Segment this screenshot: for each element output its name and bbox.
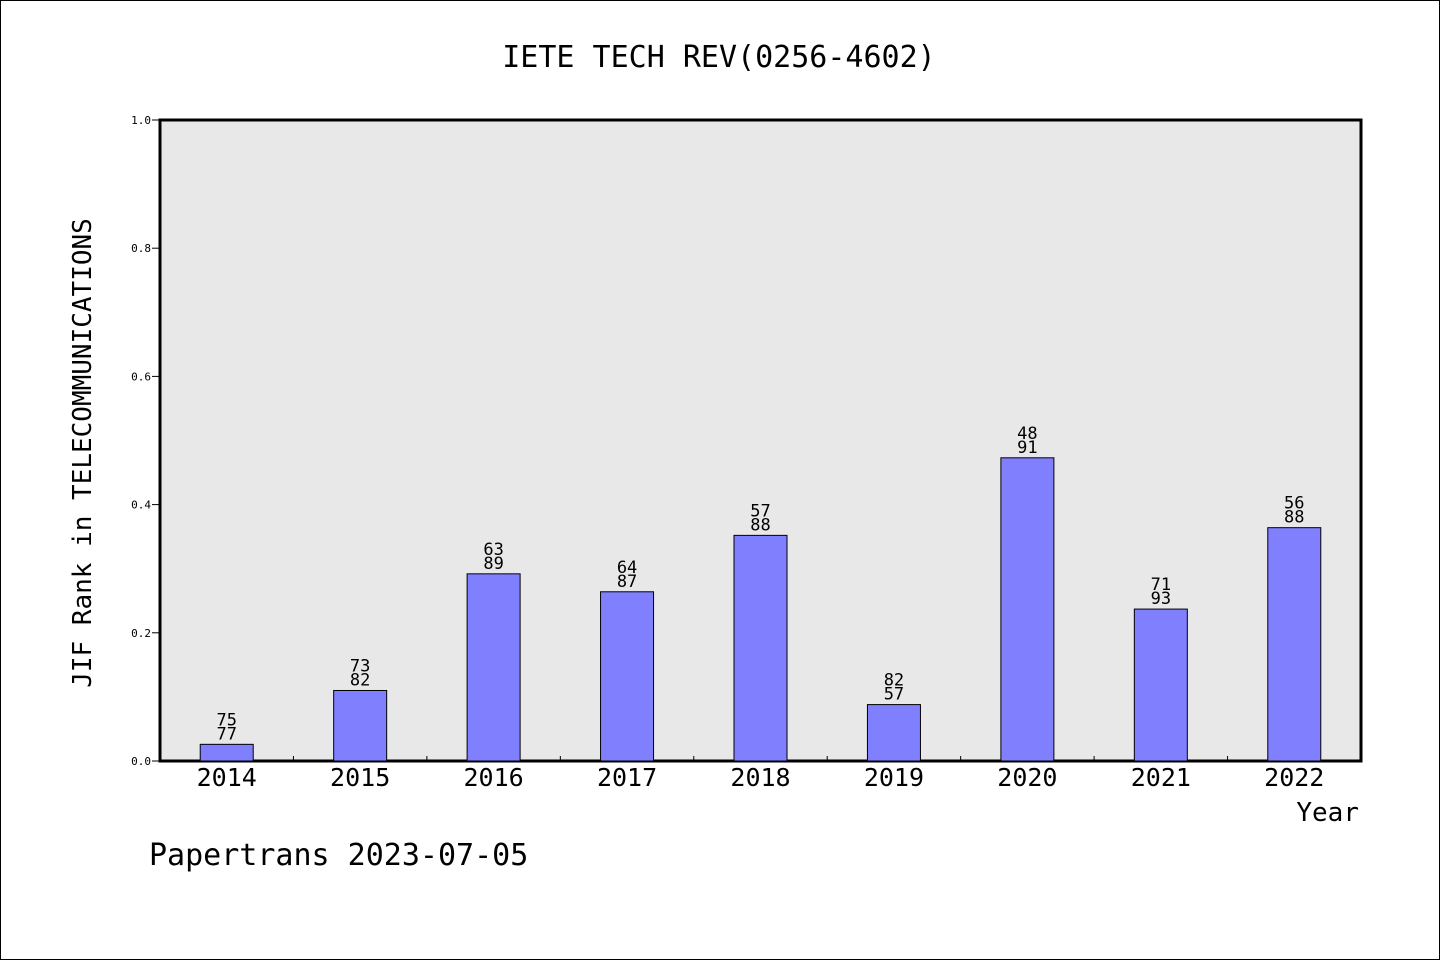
x-tick-label: 2021 bbox=[1131, 763, 1191, 792]
bar-total-label: 93 bbox=[1151, 589, 1171, 609]
bar-total-label: 77 bbox=[216, 724, 236, 744]
bar-2014 bbox=[199, 743, 254, 762]
bar-2018 bbox=[733, 534, 788, 762]
bar-total-label: 82 bbox=[350, 670, 370, 690]
y-tick-label: 1.0 bbox=[131, 114, 151, 127]
bar-2019 bbox=[866, 704, 921, 762]
x-tick-label: 2015 bbox=[330, 763, 390, 792]
bar-rank-label: 82 bbox=[884, 671, 904, 691]
y-axis: 0.0 0.2 0.4 0.6 0.8 1.0 bbox=[131, 114, 160, 768]
x-tick-label: 2016 bbox=[464, 763, 524, 792]
bar-total-label: 88 bbox=[1284, 508, 1304, 528]
x-axis: 2014 2015 2016 2017 2018 2019 2020 2021 2022 bbox=[197, 756, 1324, 792]
bar-total-label: 87 bbox=[617, 572, 637, 592]
bar-total-label: 89 bbox=[483, 554, 503, 574]
bar-rank-label: 75 bbox=[216, 710, 236, 730]
x-tick-label: 2014 bbox=[197, 763, 257, 792]
x-tick-label: 2022 bbox=[1264, 763, 1324, 792]
y-tick-label: 0.4 bbox=[131, 499, 151, 512]
bar-rank-label: 57 bbox=[750, 501, 770, 521]
y-tick-label: 0.8 bbox=[131, 242, 151, 255]
bar-2021 bbox=[1133, 608, 1188, 762]
x-tick-label: 2017 bbox=[597, 763, 657, 792]
bar-rank-label: 64 bbox=[617, 558, 637, 578]
bar-total-label: 88 bbox=[750, 515, 770, 535]
chart-title: IETE TECH REV(0256-4602) bbox=[502, 40, 935, 75]
bar-total-label: 57 bbox=[884, 685, 904, 705]
x-tick-label: 2020 bbox=[997, 763, 1057, 792]
y-tick-label: 0.2 bbox=[131, 627, 151, 640]
x-tick-label: 2018 bbox=[730, 763, 790, 792]
x-tick-label: 2019 bbox=[864, 763, 924, 792]
y-tick-label: 0.6 bbox=[131, 370, 151, 383]
bar-2016 bbox=[466, 573, 521, 762]
bar-total-label: 91 bbox=[1017, 438, 1037, 458]
bar-2015 bbox=[333, 689, 388, 762]
bar-2022 bbox=[1267, 527, 1322, 762]
x-axis-label: Year bbox=[1296, 798, 1359, 828]
bar-rank-label: 56 bbox=[1284, 494, 1304, 514]
bar-rank-label: 48 bbox=[1017, 424, 1037, 444]
bar-rank-label: 63 bbox=[483, 540, 503, 560]
y-axis-label: JIF Rank in TELECOMMUNICATIONS bbox=[68, 218, 98, 688]
bars bbox=[199, 457, 1322, 762]
bar-rank-label: 71 bbox=[1151, 575, 1171, 595]
y-tick-label: 0.0 bbox=[131, 755, 151, 768]
bar-2020 bbox=[1000, 457, 1055, 762]
bar-rank-label: 73 bbox=[350, 656, 370, 676]
footer-text: Papertrans 2023-07-05 bbox=[149, 838, 528, 873]
bar-2017 bbox=[600, 591, 655, 762]
